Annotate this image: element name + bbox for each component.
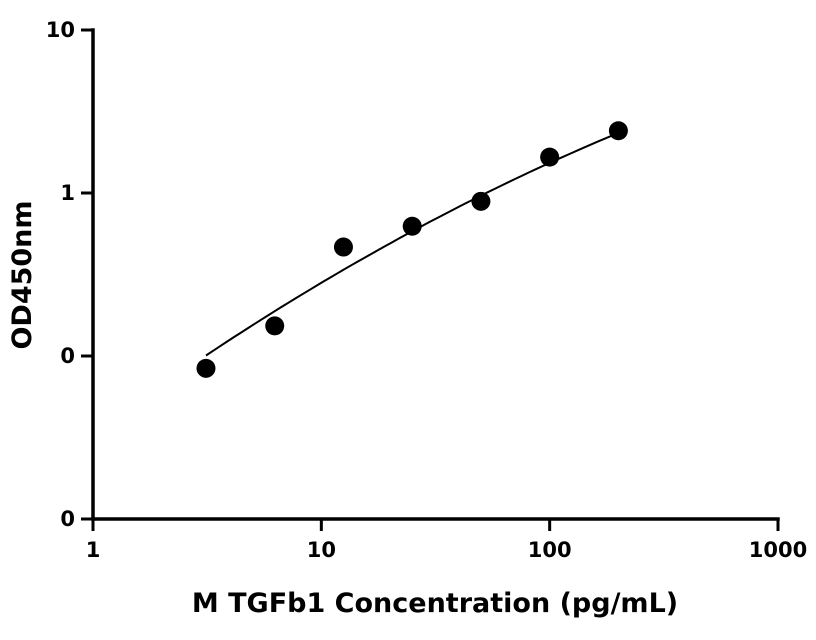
x-axis-title: M TGFb1 Concentration (pg/mL) bbox=[192, 588, 678, 619]
plot-area bbox=[196, 121, 628, 378]
data-point bbox=[608, 121, 628, 141]
y-tick-label: 0 bbox=[60, 507, 75, 531]
data-point bbox=[265, 316, 285, 336]
x-axis-ticks: 1 10 100 1000 bbox=[86, 519, 807, 562]
x-tick-label: 10 bbox=[307, 538, 336, 562]
y-tick-label: 10 bbox=[46, 18, 75, 42]
data-point bbox=[196, 358, 216, 378]
data-point bbox=[333, 237, 353, 257]
y-axis-ticks: 0 0 1 10 bbox=[46, 18, 93, 531]
y-axis-title: OD450nm bbox=[7, 200, 38, 349]
y-tick-label: 1 bbox=[60, 181, 75, 205]
data-point bbox=[471, 191, 491, 211]
x-tick-label: 100 bbox=[528, 538, 572, 562]
data-point bbox=[402, 216, 422, 236]
data-point bbox=[540, 147, 560, 167]
x-tick-label: 1000 bbox=[749, 538, 807, 562]
y-tick-label: 0 bbox=[60, 344, 75, 368]
x-tick-label: 1 bbox=[86, 538, 101, 562]
